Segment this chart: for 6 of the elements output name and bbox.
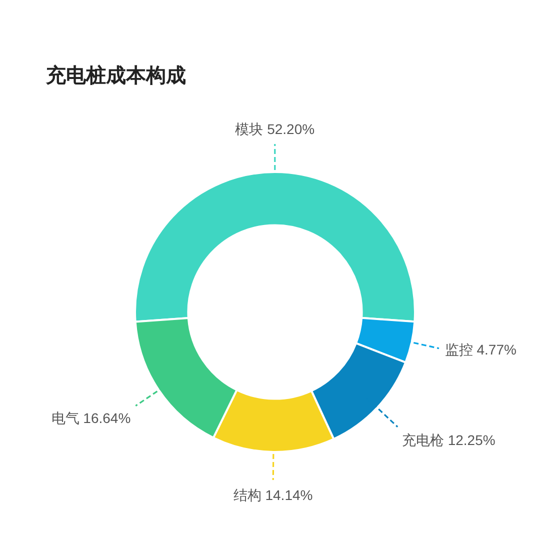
slice-label: 监控 4.77% xyxy=(444,342,516,358)
slice-label: 电气 16.64% xyxy=(51,410,131,426)
slice-label: 充电枪 12.25% xyxy=(402,432,496,448)
slice-label: 模块 52.20% xyxy=(235,121,315,137)
slice-label: 结构 14.14% xyxy=(233,486,313,503)
chart-title: 充电桩成本构成 xyxy=(45,64,186,87)
